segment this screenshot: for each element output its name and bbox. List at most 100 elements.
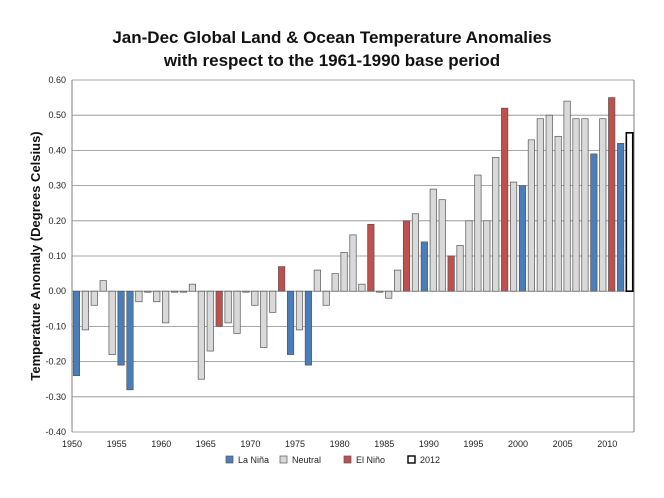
legend: La Niña Neutral El Niño 2012 — [225, 455, 440, 465]
bar-2007 — [581, 118, 589, 292]
x-tick-label: 1965 — [196, 439, 216, 449]
legend-swatch-neutral — [279, 455, 288, 464]
bar-2005 — [563, 100, 571, 292]
x-tick-label: 2000 — [508, 439, 528, 449]
bar-1952 — [90, 290, 98, 306]
legend-label-lanina: La Niña — [238, 455, 269, 465]
bar-1983 — [367, 223, 375, 292]
bar-1979 — [331, 273, 339, 292]
y-tick-label: 0.10 — [48, 251, 66, 261]
bar-1988 — [411, 213, 420, 292]
x-tick-label: 2010 — [597, 439, 617, 449]
y-tick-label: -0.40 — [45, 427, 66, 437]
bar-1955 — [117, 290, 125, 366]
y-tick-label: 0.50 — [48, 110, 66, 120]
bar-1982 — [358, 283, 366, 292]
y-tick-label: 0.40 — [48, 145, 66, 155]
x-tick-labels: 1950 1955 1960 1965 1970 1975 1980 1985 1990 1995… — [62, 439, 617, 449]
bar-1954 — [108, 290, 116, 355]
y-tick-label: 0.00 — [48, 286, 66, 296]
bar-2001 — [527, 139, 535, 292]
x-tick-label: 1995 — [463, 439, 483, 449]
y-tick-label: 0.20 — [48, 216, 66, 226]
legend-item-y2012: 2012 — [407, 455, 440, 465]
bar-1984 — [376, 290, 384, 293]
bar-1994 — [465, 220, 473, 292]
x-tick-label: 1975 — [285, 439, 305, 449]
bar-2009 — [599, 118, 607, 292]
bar-2008 — [590, 153, 598, 292]
bar-1987 — [402, 220, 411, 292]
bar-1997 — [492, 157, 500, 292]
bar-1970 — [251, 290, 259, 306]
bar-1959 — [153, 290, 161, 303]
bar-1972 — [269, 290, 277, 313]
legend-swatch-lanina — [225, 455, 234, 464]
bar-1991 — [438, 199, 446, 292]
bar-1966 — [215, 290, 223, 327]
bar-1953 — [99, 280, 107, 292]
x-tick-label: 1955 — [107, 439, 127, 449]
legend-item-neutral: Neutral — [279, 455, 321, 465]
bar-2012 — [625, 132, 634, 292]
bar-1973 — [278, 266, 286, 292]
legend-label-neutral: Neutral — [292, 455, 321, 465]
bar-1981 — [349, 234, 357, 292]
bar-1971 — [260, 290, 268, 348]
bar-1998 — [501, 107, 509, 292]
bar-1961 — [171, 290, 179, 293]
y-tick-label: -0.10 — [45, 321, 66, 331]
y-axis-label: Temperature Anomaly (Degrees Celsius) — [28, 131, 43, 380]
bar-1958 — [144, 290, 152, 293]
bar-1968 — [233, 290, 241, 334]
legend-label-y2012: 2012 — [420, 455, 440, 465]
chart-title-line-1: Jan-Dec Global Land & Ocean Temperature … — [112, 28, 551, 47]
bar-1989 — [420, 241, 428, 292]
bar-1963 — [188, 283, 196, 292]
axes — [71, 80, 635, 432]
bar-1964 — [197, 290, 205, 380]
bar-2011 — [617, 143, 625, 292]
legend-label-elnino: El Niño — [356, 455, 385, 465]
legend-item-elnino: El Niño — [343, 455, 385, 465]
x-tick-label: 1970 — [240, 439, 260, 449]
bar-1978 — [322, 290, 330, 306]
bar-1975 — [295, 290, 304, 331]
y-tick-label: -0.20 — [45, 357, 66, 367]
bar-1996 — [483, 220, 491, 292]
x-tick-label: 1980 — [330, 439, 350, 449]
legend-item-lanina: La Niña — [225, 455, 269, 465]
bars — [72, 97, 634, 391]
legend-swatch-y2012 — [407, 455, 416, 464]
bar-1974 — [286, 290, 295, 355]
bar-2010 — [608, 97, 616, 292]
bar-1990 — [429, 188, 437, 292]
chart-title-line-2: with respect to the 1961-1990 base perio… — [163, 51, 500, 70]
y-tick-labels: -0.40 -0.30 -0.20 -0.10 0.00 0.10 0.20 0.30 0.40… — [45, 75, 66, 437]
bar-1995 — [474, 174, 482, 292]
x-tick-label: 1950 — [62, 439, 82, 449]
x-tick-label: 2005 — [553, 439, 573, 449]
bar-2006 — [572, 118, 580, 292]
y-tick-label: -0.30 — [45, 392, 66, 402]
bar-1980 — [340, 252, 348, 292]
x-tick-label: 1985 — [374, 439, 394, 449]
bar-1976 — [304, 290, 312, 366]
legend-swatch-elnino — [343, 455, 352, 464]
bar-1965 — [206, 290, 214, 352]
x-tick-label: 1960 — [151, 439, 171, 449]
bar-2004 — [554, 135, 562, 292]
bar-1957 — [135, 290, 143, 303]
x-tick-label: 1990 — [419, 439, 439, 449]
bar-2002 — [536, 118, 544, 292]
bar-1969 — [242, 290, 250, 293]
bar-1999 — [510, 181, 518, 292]
bar-1977 — [313, 269, 321, 292]
bar-1986 — [394, 269, 402, 292]
bar-2000 — [518, 185, 527, 292]
y-tick-label: 0.60 — [48, 75, 66, 85]
bar-1967 — [224, 290, 232, 324]
bar-2003 — [545, 114, 553, 292]
bar-1962 — [179, 290, 188, 293]
